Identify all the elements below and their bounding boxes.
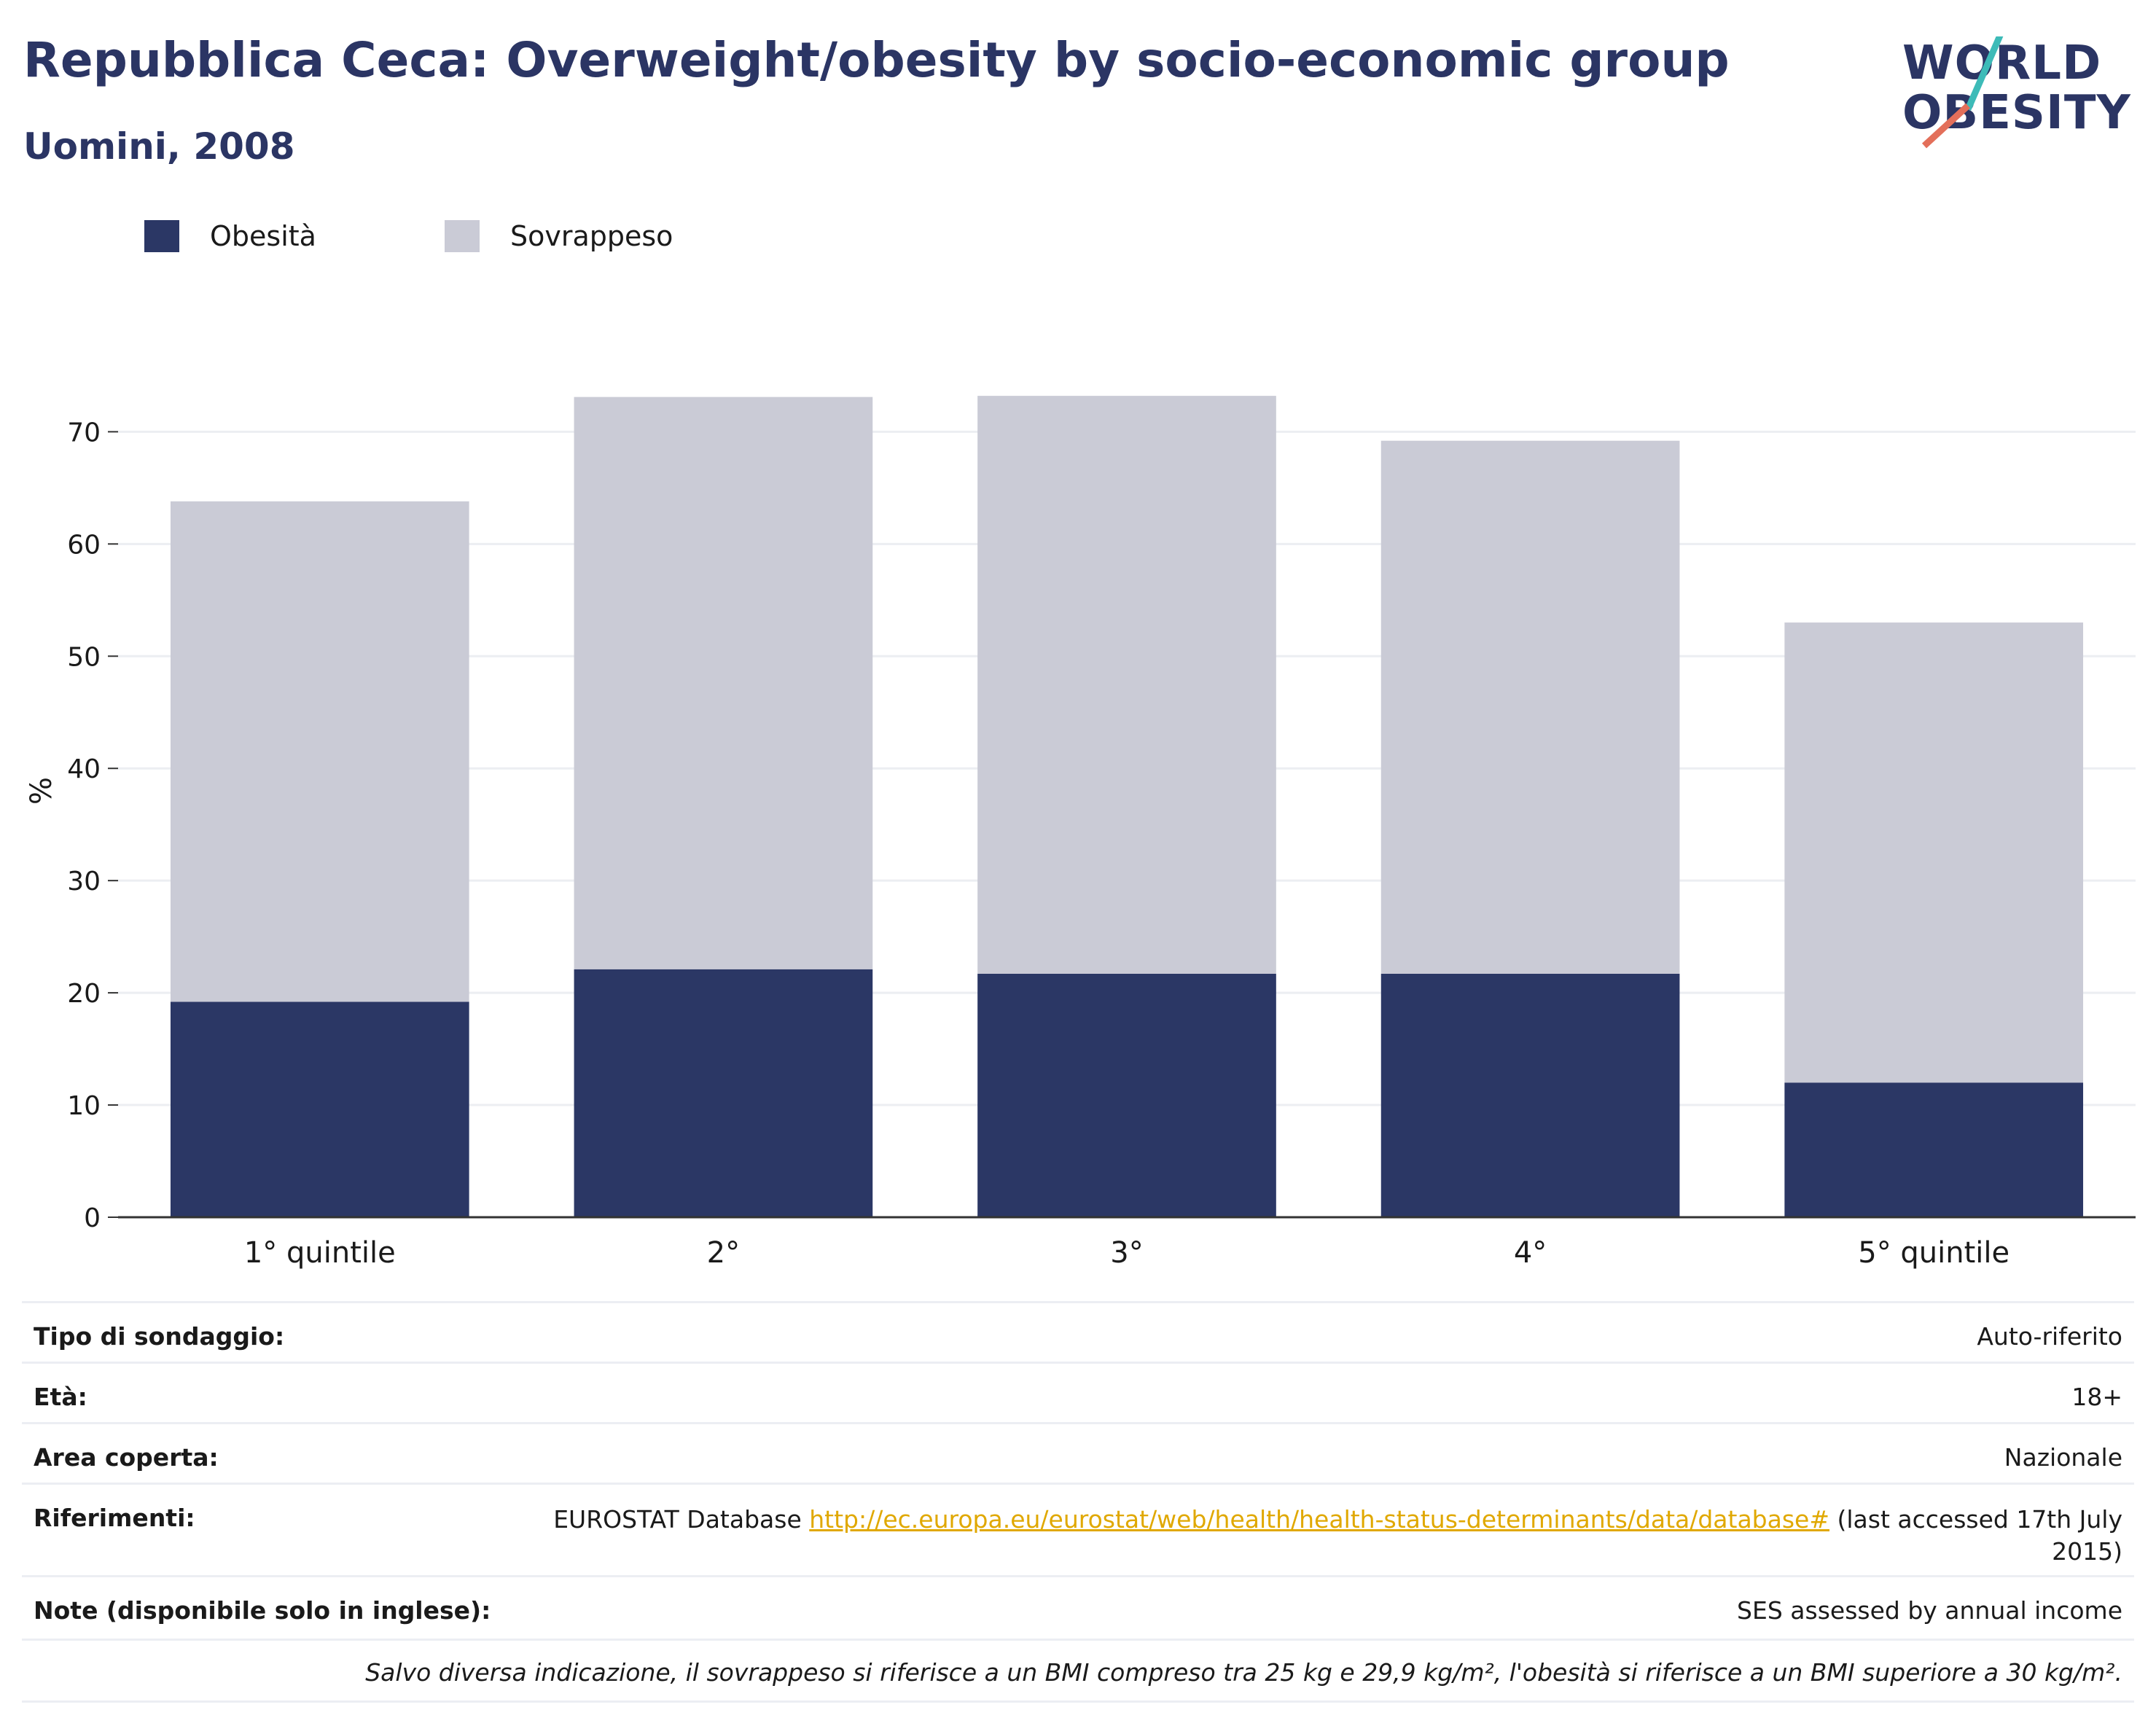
legend-swatch-overweight (445, 220, 480, 252)
y-tick-label: 20 (67, 979, 101, 1009)
info-row-footnote: Salvo diversa indicazione, il sovrappeso… (22, 1639, 2134, 1703)
stacked-bar-chart: 0 10 20 30 40 50 60 70% 1° quintile 2° 3° 4° 5° quin… (25, 396, 2136, 1270)
legend-label-obesity: Obesità (210, 220, 316, 252)
info-value: 18+ (2071, 1383, 2122, 1411)
reference-suffix-line2: 2015) (2052, 1537, 2122, 1566)
info-row-references: Riferimenti: EUROSTAT Database http://ec… (22, 1483, 2134, 1575)
legend-swatch-obesity (144, 220, 179, 252)
info-label: Note (disponibile solo in inglese): (34, 1596, 491, 1625)
footnote: Salvo diversa indicazione, il sovrappeso… (365, 1658, 2122, 1687)
bar-obesity (574, 969, 873, 1217)
bar-obesity (977, 973, 1276, 1217)
info-value: Auto-riferito (1977, 1322, 2122, 1351)
bar-overweight (977, 396, 1276, 974)
info-row-age: Età: 18+ (22, 1362, 2134, 1422)
info-row-survey-type: Tipo di sondaggio: Auto-riferito (22, 1301, 2134, 1362)
x-tick-label: 3° (1110, 1236, 1143, 1270)
bar-overweight (1784, 622, 2084, 1083)
y-tick-label: 50 (67, 642, 101, 672)
info-value: SES assessed by annual income (1737, 1596, 2122, 1625)
info-row-area: Area coperta: Nazionale (22, 1422, 2134, 1483)
logo-word-1: WORLD (1902, 36, 2102, 90)
x-tick-label: 2° (707, 1236, 740, 1270)
bar-overweight (1380, 440, 1680, 974)
reference-link[interactable]: http://ec.europa.eu/eurostat/web/health/… (809, 1505, 1829, 1534)
x-tick-label: 5° quintile (1858, 1236, 2009, 1270)
bar-overweight (170, 501, 469, 1002)
info-label: Tipo di sondaggio: (34, 1322, 285, 1351)
y-tick-label: 40 (67, 754, 101, 784)
world-obesity-logo: WORLD OBESITY (1902, 36, 2143, 160)
page-title: Repubblica Ceca: Overweight/obesity by s… (23, 32, 1730, 88)
x-tick-label: 4° (1514, 1236, 1547, 1270)
y-tick-label: 30 (67, 867, 101, 897)
info-label: Riferimenti: (34, 1504, 195, 1532)
info-row-notes: Note (disponibile solo in inglese): SES … (22, 1575, 2134, 1639)
x-tick-label: 1° quintile (244, 1236, 396, 1270)
page-subtitle: Uomini, 2008 (23, 125, 295, 168)
bar-obesity (1380, 973, 1680, 1217)
y-axis-label: % (25, 777, 58, 805)
info-label: Età: (34, 1383, 87, 1411)
info-value: Nazionale (2004, 1443, 2122, 1472)
logo-slash-icon (1921, 36, 2004, 149)
bar-obesity (170, 1001, 469, 1217)
y-tick-label: 60 (67, 530, 101, 560)
y-tick-label: 10 (67, 1091, 101, 1121)
y-tick-label: 0 (84, 1203, 101, 1233)
info-value: EUROSTAT Database http://ec.europa.eu/eu… (553, 1504, 2122, 1568)
legend-label-overweight: Sovrappeso (510, 220, 673, 252)
info-label: Area coperta: (34, 1443, 219, 1472)
bar-overweight (574, 397, 873, 969)
reference-suffix: (last accessed 17th July (1829, 1505, 2122, 1534)
survey-info-table: Tipo di sondaggio: Auto-riferito Età: 18… (22, 1301, 2134, 1703)
bar-obesity (1784, 1082, 2084, 1217)
y-tick-label: 70 (67, 418, 101, 448)
reference-source: EUROSTAT Database (553, 1505, 810, 1534)
